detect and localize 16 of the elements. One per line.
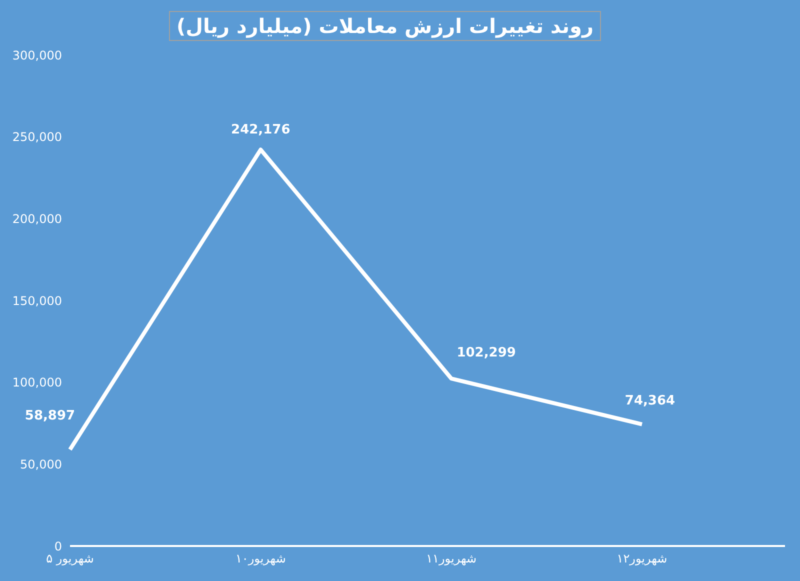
y-tick-label: 100,000 (12, 376, 62, 390)
y-tick-label: 200,000 (12, 212, 62, 226)
data-label: 74,364 (624, 393, 676, 408)
data-label: 102,299 (456, 346, 516, 361)
x-tick-label: ۱۰شهریور (235, 552, 286, 566)
y-tick-label: 0 (54, 539, 62, 554)
x-tick-label: ۱۲شهریور (616, 552, 668, 566)
data-label: 58,897 (24, 408, 76, 424)
y-tick-label: 250,000 (12, 130, 62, 144)
x-tick-label: ۱۱شهریور (426, 552, 477, 566)
x-tick-label: ۵ شهریور (46, 552, 94, 566)
y-tick-label: 50,000 (20, 457, 62, 472)
y-tick-label: 300,000 (12, 48, 62, 62)
chart-title: روند تغییرات ارزش معاملات (میلیارد ریال) (169, 11, 600, 41)
data-label: 242,176 (231, 122, 290, 138)
y-tick-label: 150,000 (12, 294, 62, 308)
